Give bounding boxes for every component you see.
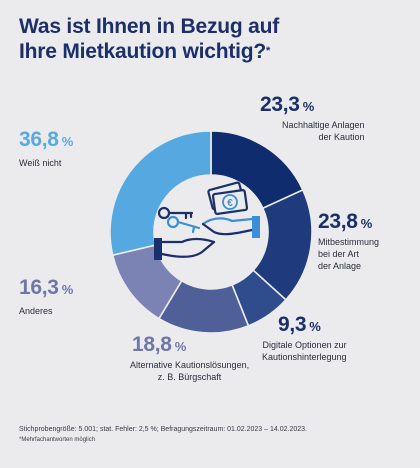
desc-line: der Anlage xyxy=(318,261,362,271)
desc-line: Mitbestimmung xyxy=(318,237,380,247)
percent-sign: % xyxy=(174,339,187,354)
value-36-8: 36,8 xyxy=(19,128,59,151)
value-23-3: 23,3 xyxy=(260,93,300,116)
percent-sign: % xyxy=(360,216,373,231)
title-asterisk: * xyxy=(266,45,271,57)
label-mitbestimmung: 23,8% Mitbestimmung bei der Art der Anla… xyxy=(318,210,379,272)
desc-line: z. B. Bürgschaft xyxy=(157,372,222,382)
percent-sign: % xyxy=(309,319,321,334)
percent-sign: % xyxy=(61,282,74,297)
sample-info: Stichprobengröße: 5.001; stat. Fehler: 2… xyxy=(19,426,307,433)
donut-segment-6 xyxy=(109,130,212,257)
desc-line: Digitale Optionen zur xyxy=(262,340,347,350)
desc-line: Weiß nicht xyxy=(19,158,62,168)
desc-line: Alternative Kautionslösungen, xyxy=(130,360,250,370)
desc-line: bei der Art xyxy=(318,249,360,259)
percent-sign: % xyxy=(302,99,315,114)
percent-sign: % xyxy=(61,134,74,149)
footer-note: Stichprobengröße: 5.001; stat. Fehler: 2… xyxy=(19,425,409,445)
value-9-3: 9,3 xyxy=(278,313,307,336)
title-line-2: Ihre Mietkaution wichtig? xyxy=(19,40,267,63)
desc-line: der Kaution xyxy=(318,132,365,142)
title-line-1: Was ist Ihnen in Bezug auf xyxy=(19,15,280,38)
desc-line: Kautionshinterlegung xyxy=(262,352,347,362)
footnote-multiple-answers: *Mehrfachantworten möglich xyxy=(19,437,96,443)
label-alternative-kautionsloesungen: 18,8% Alternative Kautionslösungen, z. B… xyxy=(130,333,249,383)
euro-symbol: € xyxy=(227,198,233,209)
page-title: Was ist Ihnen in Bezug auf Ihre Mietkaut… xyxy=(19,14,399,64)
value-16-3: 16,3 xyxy=(19,276,59,299)
donut-segments xyxy=(109,130,313,334)
label-nachhaltige-anlagen: 23,3% Nachhaltige Anlagen der Kaution xyxy=(260,93,365,143)
desc-line: Anderes xyxy=(19,306,53,316)
label-digitale-optionen: 9,3% Digitale Optionen zur Kautionshinte… xyxy=(262,313,347,363)
keys-and-banknote-in-hand-icon: € xyxy=(154,181,260,260)
label-weiss-nicht: 36,8% Weiß nicht xyxy=(19,128,73,169)
desc-line: Nachhaltige Anlagen xyxy=(282,120,365,130)
label-anderes: 16,3% Anderes xyxy=(19,276,73,317)
value-18-8: 18,8 xyxy=(132,333,172,356)
value-23-8: 23,8 xyxy=(318,210,358,233)
